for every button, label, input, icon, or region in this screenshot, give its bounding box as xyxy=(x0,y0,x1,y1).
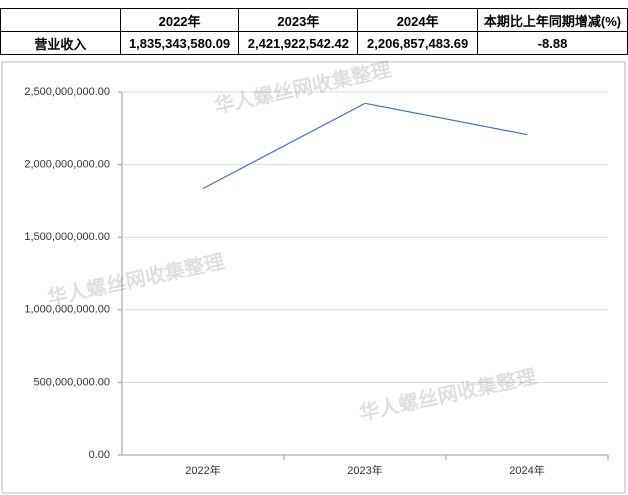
cell: 1,835,343,580.09 xyxy=(119,31,240,55)
cell: -8.88 xyxy=(477,31,628,55)
watermark: 华人螺丝网收集整理 xyxy=(212,60,393,118)
y-tick-label: 1,500,000,000.00 xyxy=(24,231,110,243)
y-tick-label: 2,000,000,000.00 xyxy=(24,159,110,171)
line xyxy=(202,102,528,190)
header-row: 2022年 2023年 2024年 本期比上年同期增减(%) xyxy=(0,8,628,32)
header-cell: 本期比上年同期增减(%) xyxy=(477,8,628,32)
row-label: 营业收入 xyxy=(0,31,121,55)
chart-frame xyxy=(1,61,626,494)
chart: 0.00 500,000,000.00 1,000,000,000.00 1,500,… xyxy=(1,60,626,494)
header-cell xyxy=(0,8,121,32)
summary-table: 2022年 2023年 2024年 本期比上年同期增减(%) 营业收入 1,83… xyxy=(0,8,628,55)
x-tick-label: 2023年 xyxy=(347,463,382,477)
y-tick-label: 2,500,000,000.00 xyxy=(24,86,110,98)
cell: 2,421,922,542.42 xyxy=(238,31,359,55)
x-tick-label: 2024年 xyxy=(509,463,544,477)
header-cell: 2022年 xyxy=(119,8,240,32)
y-tick-label: 1,000,000,000.00 xyxy=(24,304,110,316)
watermark: 华人螺丝网收集整理 xyxy=(357,364,538,425)
header-cell: 2023年 xyxy=(238,8,359,32)
cell: 2,206,857,483.69 xyxy=(357,31,479,55)
data-row: 营业收入 1,835,343,580.09 2,421,922,542.42 2… xyxy=(0,31,628,55)
y-tick-label: 500,000,000.00 xyxy=(34,376,110,388)
watermark: 华人螺丝网收集整理 xyxy=(45,249,226,310)
y-tick-label: 0.00 xyxy=(89,449,110,461)
header-cell: 2024年 xyxy=(357,8,479,32)
x-tick-label: 2022年 xyxy=(185,463,220,477)
